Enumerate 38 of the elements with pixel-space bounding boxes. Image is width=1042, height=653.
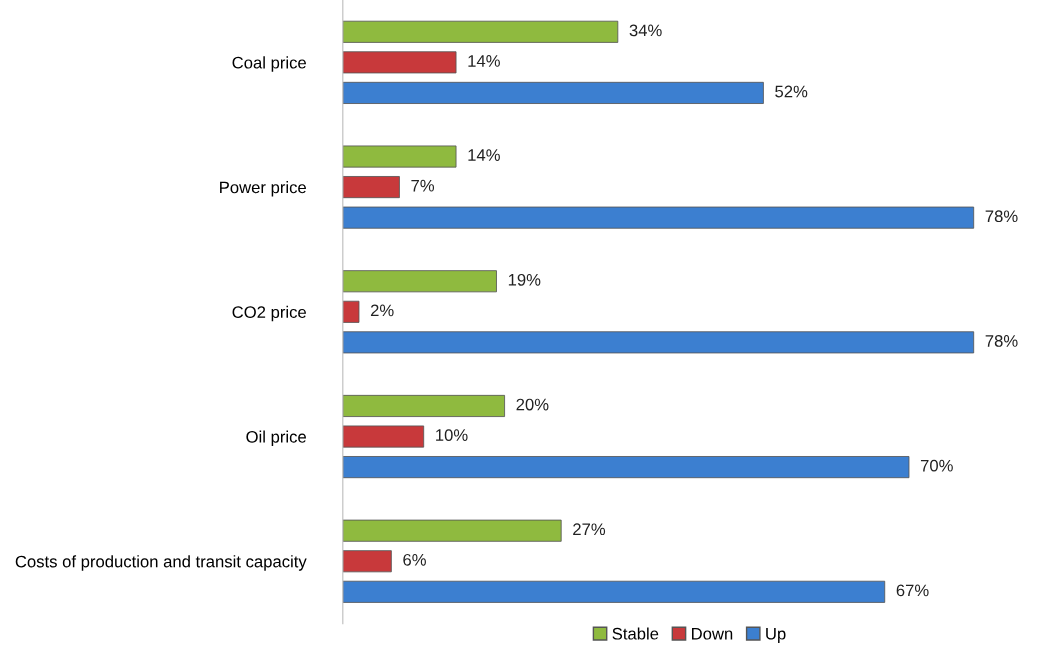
data-label: 67% [896, 584, 929, 597]
legend-label: Down [692, 627, 733, 640]
bar [342, 176, 400, 199]
bar [342, 580, 886, 603]
bar [342, 270, 497, 293]
legend-label: Up [766, 627, 786, 643]
y-tick-label: Costs of production and transit capacity [15, 555, 307, 571]
data-label: 78% [985, 210, 1018, 223]
bar [342, 81, 764, 104]
data-label: 78% [985, 335, 1018, 347]
data-label: 19% [508, 273, 541, 286]
data-label: 6% [403, 553, 426, 566]
y-tick-label: CO2 price [232, 305, 306, 322]
data-label: 10% [436, 429, 468, 441]
data-label: 7% [411, 179, 435, 192]
bar [342, 550, 392, 573]
bar [342, 456, 910, 479]
bar [342, 519, 562, 542]
data-label: 27% [573, 523, 606, 536]
bar [342, 145, 457, 168]
bar [342, 20, 619, 43]
y-tick-label: Power price [220, 181, 306, 197]
bar [342, 300, 360, 323]
bar [342, 331, 975, 354]
bar [342, 425, 425, 448]
bar [342, 51, 457, 74]
legend-label: Stable [612, 627, 659, 640]
bar [342, 206, 975, 229]
data-label: 52% [775, 85, 808, 98]
y-tick-label: Coal price [232, 56, 306, 72]
data-label: 14% [468, 55, 500, 67]
data-label: 20% [516, 398, 549, 411]
data-label: 2% [370, 304, 394, 317]
data-label: 70% [920, 459, 953, 472]
data-label: 34% [629, 24, 662, 37]
y-tick-label: Oil price [246, 430, 306, 447]
bar [342, 394, 505, 417]
data-label: 14% [468, 149, 500, 161]
